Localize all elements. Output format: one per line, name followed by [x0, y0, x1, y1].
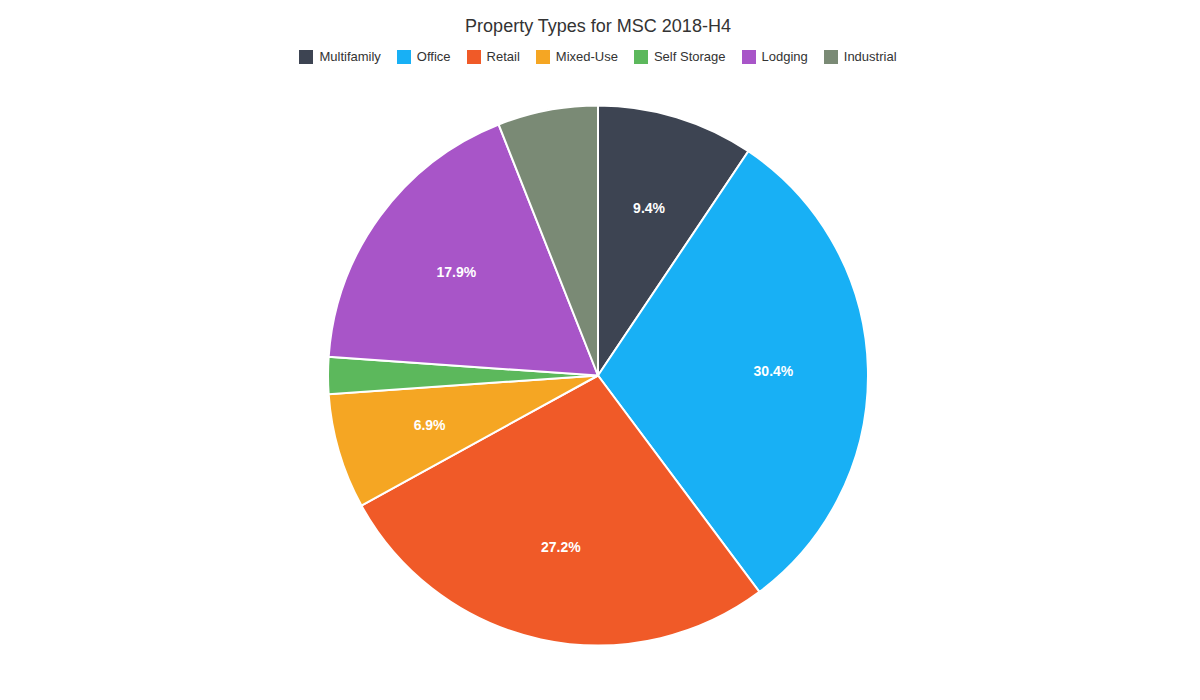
html-text:Office: Office — [416, 49, 451, 64]
html-text:Retail: Retail — [486, 49, 520, 64]
svg-text:27.2%: 27.2% — [541, 539, 581, 555]
html-text:Mixed-Use: Mixed-Use — [555, 49, 618, 64]
svg-text:17.9%: 17.9% — [436, 264, 476, 280]
html-text:Multifamily: Multifamily — [319, 49, 381, 64]
svg-text:6.9%: 6.9% — [414, 417, 446, 433]
svg-text:30.4%: 30.4% — [754, 363, 794, 379]
html-text:Lodging: Lodging — [761, 49, 808, 64]
svg-text:9.4%: 9.4% — [633, 200, 665, 216]
html-text:Self Storage: Self Storage — [654, 49, 726, 64]
html-text:Property Types for MSC 2018-H4: Property Types for MSC 2018-H4 — [465, 16, 731, 36]
html-text:Industrial: Industrial — [843, 49, 897, 64]
